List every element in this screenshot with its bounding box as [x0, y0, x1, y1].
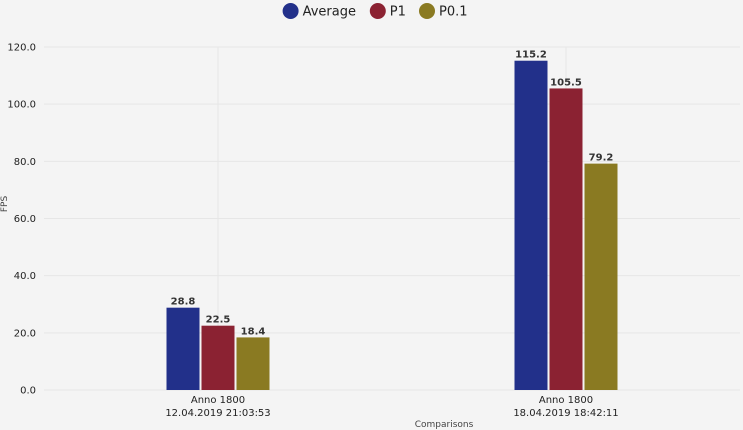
bars [166, 60, 618, 390]
y-tick-label: 0.0 [20, 386, 36, 397]
data-label: 22.5 [206, 315, 231, 326]
legend-marker[interactable] [369, 3, 386, 19]
bar-p1-2[interactable] [549, 88, 583, 390]
y-tick-label: 40.0 [14, 271, 36, 282]
x-tick-label: Anno 1800 [191, 395, 245, 406]
bar-average-2[interactable] [514, 60, 548, 390]
x-tick-label: 18.04.2019 18:42:11 [513, 408, 618, 419]
legend[interactable]: Average P1 P0.1 [282, 3, 468, 20]
y-tick-label: 20.0 [14, 328, 36, 339]
data-label: 18.4 [241, 326, 266, 337]
data-label: 115.2 [515, 50, 547, 61]
legend-label[interactable]: P0.1 [439, 5, 468, 20]
x-axis-categories: Anno 1800 12.04.2019 21:03:53 Anno 1800 18.… [165, 395, 618, 419]
y-tick-label: 100.0 [7, 100, 36, 111]
grid-lines [44, 46, 740, 391]
y-axis-title: FPS [0, 196, 10, 213]
value-labels: 28.8 22.5 18.4 115.2 105.5 79.2 [171, 50, 614, 338]
bar-average-1[interactable] [166, 307, 200, 390]
y-tick-label: 60.0 [14, 214, 36, 225]
legend-label[interactable]: Average [303, 5, 356, 20]
x-tick-label: 12.04.2019 21:03:53 [165, 408, 270, 419]
bar-p0-1-2[interactable] [584, 163, 618, 390]
data-label: 28.8 [171, 297, 196, 308]
y-tick-label: 120.0 [7, 43, 36, 54]
y-tick-label: 80.0 [14, 157, 36, 168]
bar-p1-1[interactable] [201, 325, 235, 390]
bar-p0-1-1[interactable] [236, 337, 270, 390]
data-label: 79.2 [589, 153, 614, 164]
legend-label[interactable]: P1 [390, 5, 406, 20]
legend-marker[interactable] [419, 3, 435, 19]
legend-marker[interactable] [282, 3, 299, 19]
x-axis-title: Comparisons [415, 420, 474, 430]
data-label: 105.5 [550, 77, 582, 88]
y-axis-ticks: 0.0 20.0 40.0 60.0 80.0 100.0 120.0 [7, 43, 36, 397]
x-tick-label: Anno 1800 [539, 395, 593, 406]
